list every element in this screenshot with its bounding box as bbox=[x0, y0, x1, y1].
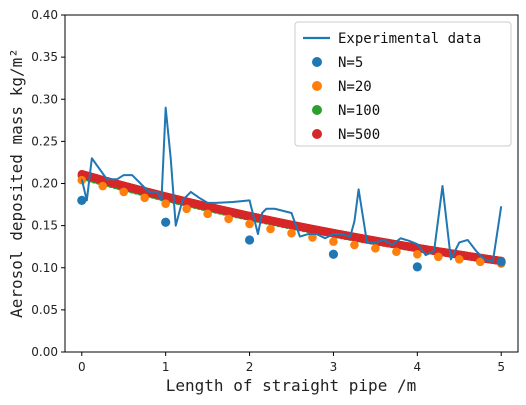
point-n-20 bbox=[434, 252, 443, 262]
point-n-20 bbox=[203, 209, 212, 219]
legend: Experimental data N=5 N=20 N=100 N=500 bbox=[294, 21, 512, 147]
y-tick-label: 0.25 bbox=[31, 134, 58, 148]
point-n-5 bbox=[496, 257, 506, 267]
point-n-20 bbox=[287, 228, 296, 238]
legend-label-n20: N=20 bbox=[338, 79, 372, 95]
y-tick-label: 0.10 bbox=[31, 261, 58, 275]
y-tick-label: 0.20 bbox=[31, 177, 58, 191]
series-n-20 bbox=[77, 175, 506, 268]
x-tick-label: 4 bbox=[414, 360, 422, 374]
legend-dot-n5 bbox=[312, 57, 322, 67]
data-marks bbox=[77, 106, 506, 272]
point-n-20 bbox=[224, 214, 233, 224]
y-tick-label: 0.15 bbox=[31, 219, 58, 233]
axis-ticks: 0 1 2 3 4 5 0.00 0.05 0.10 0.15 0.20 0.25 0.30 0.35 0.… bbox=[31, 8, 505, 374]
legend-box bbox=[294, 21, 512, 147]
point-n-20 bbox=[371, 244, 380, 253]
legend-dot-n100 bbox=[312, 105, 322, 115]
series-n-5 bbox=[77, 195, 506, 272]
point-n-5 bbox=[77, 195, 87, 205]
point-n-20 bbox=[140, 193, 149, 203]
y-tick-label: 0.40 bbox=[31, 8, 58, 22]
point-n-20 bbox=[245, 219, 254, 229]
y-axis-title: Aerosol deposited mass kg/m² bbox=[7, 48, 26, 318]
point-n-5 bbox=[244, 235, 255, 245]
x-tick-label: 1 bbox=[162, 360, 170, 374]
x-tick-label: 0 bbox=[78, 360, 86, 374]
y-tick-label: 0.35 bbox=[31, 50, 58, 64]
point-n-20 bbox=[308, 233, 317, 242]
x-axis-title: Length of straight pipe /m bbox=[166, 376, 416, 395]
legend-dot-n500 bbox=[312, 129, 322, 139]
y-tick-label: 0.05 bbox=[31, 303, 58, 317]
point-n-20 bbox=[475, 257, 485, 267]
legend-label-n500: N=500 bbox=[338, 127, 380, 143]
y-tick-label: 0.00 bbox=[31, 345, 58, 359]
point-n-20 bbox=[98, 181, 108, 191]
point-n-20 bbox=[350, 240, 359, 250]
legend-label-n100: N=100 bbox=[338, 103, 380, 119]
y-tick-label: 0.30 bbox=[31, 92, 58, 106]
point-n-5 bbox=[412, 262, 422, 272]
x-tick-label: 2 bbox=[246, 360, 254, 374]
point-n-20 bbox=[182, 204, 191, 214]
point-n-20 bbox=[266, 224, 275, 234]
point-n-20 bbox=[454, 255, 464, 264]
x-tick-label: 5 bbox=[497, 360, 505, 374]
point-n-5 bbox=[328, 249, 339, 259]
point-n-20 bbox=[329, 237, 338, 246]
point-n-20 bbox=[161, 199, 170, 209]
series-line-experimental-data bbox=[80, 106, 503, 263]
legend-label-n5: N=5 bbox=[338, 55, 363, 71]
point-n-20 bbox=[119, 187, 129, 197]
point-n-20 bbox=[413, 249, 422, 259]
legend-dot-n20 bbox=[312, 81, 322, 91]
legend-label-experimental: Experimental data bbox=[338, 31, 481, 47]
x-tick-label: 3 bbox=[330, 360, 338, 374]
point-n-20 bbox=[392, 247, 401, 257]
point-n-5 bbox=[161, 217, 171, 227]
